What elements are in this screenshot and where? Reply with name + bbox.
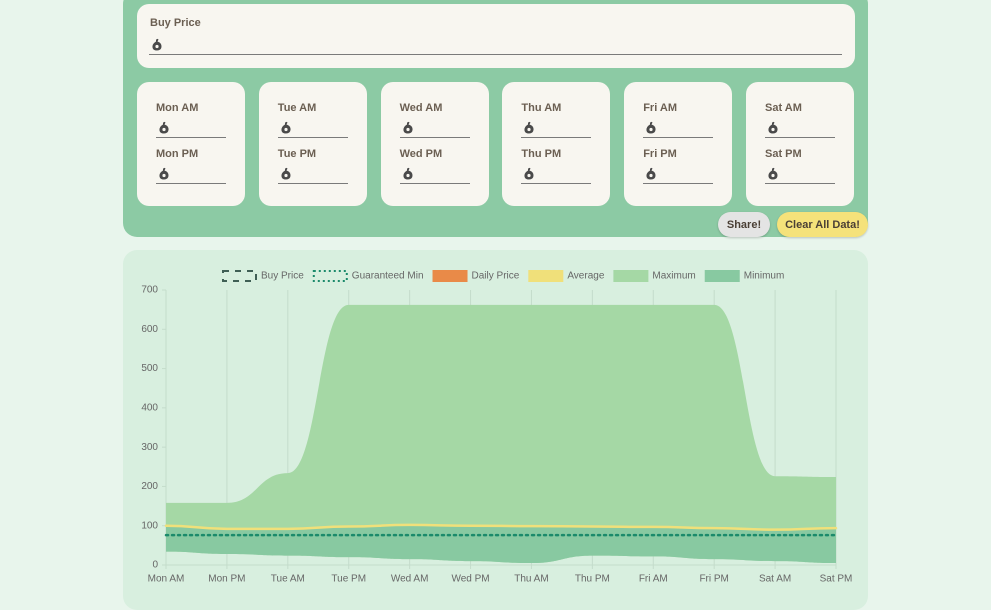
y-tick-label: 0 <box>152 560 158 571</box>
price-input[interactable] <box>643 121 714 138</box>
day-label: Mon PM <box>156 148 199 160</box>
price-input[interactable] <box>156 121 226 138</box>
price-input[interactable] <box>277 121 348 138</box>
legend-label: Maximum <box>652 271 695 282</box>
day-label: Wed PM <box>399 148 443 160</box>
legend-label: Daily Price <box>472 271 520 282</box>
y-tick-label: 200 <box>141 481 158 492</box>
x-tick-label: Thu PM <box>575 574 610 585</box>
buy-price-label: Buy Price <box>150 17 201 29</box>
x-tick-label: Fri AM <box>639 574 668 585</box>
y-tick-label: 400 <box>141 402 158 413</box>
legend-swatch <box>312 270 348 282</box>
min-area <box>166 524 836 564</box>
series-line <box>164 523 838 531</box>
day-card: Tue AM Tue PM <box>258 82 367 206</box>
day-card: Fri AM Fri PM <box>624 82 733 206</box>
x-tick-label: Wed AM <box>391 574 429 585</box>
y-tick-label: 300 <box>141 442 158 453</box>
x-tick-label: Thu AM <box>514 574 548 585</box>
max-area <box>166 304 836 564</box>
legend-label: Buy Price <box>261 271 304 282</box>
day-card: Wed AM Wed PM <box>380 82 489 206</box>
x-tick-label: Sat PM <box>820 574 853 585</box>
legend-swatch <box>528 270 564 282</box>
x-tick-label: Wed PM <box>451 574 489 585</box>
day-label: Wed AM <box>399 102 443 114</box>
day-label: Sat AM <box>765 102 802 114</box>
legend-swatch <box>704 270 740 282</box>
x-tick-label: Tue AM <box>271 574 305 585</box>
price-input[interactable] <box>765 167 835 184</box>
day-card: Thu AM Thu PM <box>502 82 611 206</box>
x-tick-label: Tue PM <box>331 574 366 585</box>
price-input[interactable] <box>765 121 835 138</box>
day-label: Tue PM <box>277 148 317 160</box>
y-tick-label: 700 <box>141 285 158 296</box>
x-tick-label: Mon AM <box>148 574 185 585</box>
legend-label: Minimum <box>744 271 785 282</box>
clear-button[interactable]: Clear All Data! <box>777 212 868 237</box>
chart-panel: 0 100 200 300 400 500 600 700 Mon AM Mon PM Tue AM… <box>123 250 868 610</box>
chart: 0 100 200 300 400 500 600 700 Mon AM Mon PM Tue AM… <box>141 270 853 585</box>
day-label: Thu PM <box>521 148 562 160</box>
x-tick-label: Fri PM <box>699 574 728 585</box>
day-label: Tue AM <box>277 102 317 114</box>
day-card: Mon AM Mon PM <box>137 82 245 206</box>
legend-swatch <box>222 270 257 282</box>
y-tick-label: 100 <box>141 520 158 531</box>
price-input[interactable] <box>399 167 470 184</box>
day-label: Thu AM <box>521 102 562 114</box>
day-label: Fri AM <box>643 102 677 114</box>
price-input[interactable] <box>399 121 470 138</box>
day-card: Sat AM Sat PM <box>746 82 854 206</box>
x-tick-label: Mon PM <box>208 574 245 585</box>
price-input[interactable] <box>521 121 592 138</box>
legend-label: Guaranteed Min <box>352 271 424 282</box>
price-input[interactable] <box>156 167 226 184</box>
legend-swatch <box>613 270 649 282</box>
x-tick-label: Sat AM <box>759 574 791 585</box>
day-label: Sat PM <box>765 148 802 160</box>
day-label: Fri PM <box>643 148 677 160</box>
buy-price-input[interactable] <box>149 38 842 55</box>
price-input[interactable] <box>521 167 592 184</box>
y-tick-label: 500 <box>141 363 158 374</box>
legend-swatch <box>432 270 468 282</box>
legend-label: Average <box>567 271 605 282</box>
share-button[interactable]: Share! <box>718 212 770 237</box>
y-tick-label: 600 <box>141 324 158 335</box>
buy-price-card: Buy Price <box>137 4 855 68</box>
price-input[interactable] <box>277 167 348 184</box>
day-label: Mon AM <box>156 102 199 114</box>
price-input[interactable] <box>643 167 714 184</box>
